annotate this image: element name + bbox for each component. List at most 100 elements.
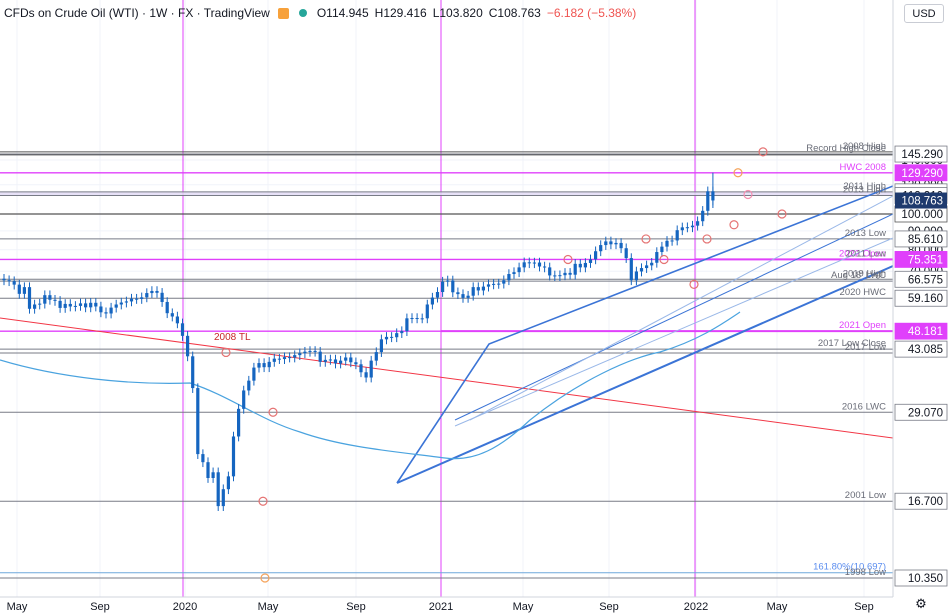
close-value: C108.763 xyxy=(488,6,541,20)
candle-body xyxy=(696,221,700,226)
settings-gear-icon[interactable]: ⚙ xyxy=(915,596,927,611)
pivot-marker xyxy=(563,254,573,265)
candles[interactable] xyxy=(2,172,715,511)
candle-body xyxy=(553,275,557,277)
level-label: 2020 HWC xyxy=(840,287,887,298)
channel-quarter xyxy=(454,237,894,427)
candle-body xyxy=(262,363,266,368)
price-badge xyxy=(894,270,948,288)
candle-body xyxy=(328,359,332,361)
candle-body xyxy=(466,295,470,298)
price-badge xyxy=(894,492,948,510)
price-badge xyxy=(894,403,948,421)
candle-body xyxy=(609,241,613,245)
channel-quarter xyxy=(469,195,894,421)
candle-body xyxy=(629,258,633,281)
price-axis: 140.000120.000100.00090.00080.00070.0001… xyxy=(892,0,948,597)
candle-body xyxy=(333,359,338,364)
candle-body xyxy=(532,262,536,264)
pivot-marker xyxy=(268,407,278,417)
currency-selector[interactable]: USD xyxy=(904,4,944,23)
symbol-title[interactable]: CFDs on Crude Oil (WTI) · 1W · FX · Trad… xyxy=(4,6,270,20)
support-resistance-levels xyxy=(0,151,893,579)
level-label: 161.80%(10.697) xyxy=(813,562,886,573)
candle-body xyxy=(486,284,491,287)
candle-body xyxy=(109,307,113,314)
candle-body xyxy=(58,300,62,308)
candle-body xyxy=(685,227,689,229)
chart-legend: CFDs on Crude Oil (WTI) · 1W · FX · Trad… xyxy=(4,3,642,23)
time-tick-label: 2022 xyxy=(684,601,708,613)
candle-body xyxy=(33,304,37,309)
candle-body xyxy=(379,339,383,353)
candle-body xyxy=(384,336,389,340)
candle-body xyxy=(237,408,241,437)
level-label: Record High Close xyxy=(806,143,886,154)
candle-body xyxy=(614,242,618,245)
moving-average xyxy=(0,311,741,460)
candle-body xyxy=(191,356,195,389)
candle-body xyxy=(344,357,348,361)
candle-body xyxy=(145,293,149,298)
candle-body xyxy=(619,242,623,249)
candle-body xyxy=(318,351,322,362)
candle-body xyxy=(206,462,210,479)
candle-body xyxy=(99,306,103,313)
level-label: 2001 Low xyxy=(845,490,886,501)
channel-lower xyxy=(396,265,894,484)
candle-body xyxy=(578,263,582,268)
candle-body xyxy=(53,299,57,301)
pivot-marker xyxy=(743,189,753,200)
candle-body xyxy=(634,271,638,281)
candle-body xyxy=(374,352,378,361)
candle-body xyxy=(308,350,312,352)
candle-body xyxy=(186,335,190,357)
trend-channel xyxy=(0,185,894,484)
candle-body xyxy=(359,364,363,373)
price-badge xyxy=(894,569,948,587)
pivot-marker xyxy=(260,573,270,583)
price-badge xyxy=(894,322,948,340)
level-label: 1998 Low xyxy=(845,567,886,578)
candle-body xyxy=(293,355,297,358)
last-price-badge xyxy=(895,192,947,209)
candle-body xyxy=(665,240,669,247)
candle-body xyxy=(73,305,77,307)
candle-body xyxy=(604,241,608,246)
candle-body xyxy=(706,191,710,211)
candle-body xyxy=(548,267,552,276)
level-label: 2017 Low Close xyxy=(818,338,886,349)
price-badge-label: 48.181 xyxy=(908,326,943,338)
candle-body xyxy=(364,372,368,378)
candle-body xyxy=(2,278,6,281)
markers xyxy=(221,147,787,583)
pivot-marker xyxy=(777,209,787,219)
candle-body xyxy=(119,302,123,305)
price-badge xyxy=(894,251,948,268)
flame-icon xyxy=(277,7,289,19)
pivot-marker xyxy=(221,347,231,358)
candle-body xyxy=(446,280,450,282)
time-tick-label: May xyxy=(767,601,788,613)
pivot-marker xyxy=(729,220,739,230)
candle-body xyxy=(129,298,134,302)
candle-body xyxy=(160,292,164,302)
candle-body xyxy=(573,263,577,275)
candle-body xyxy=(650,262,654,266)
candle-body xyxy=(425,304,429,319)
candle-body xyxy=(670,240,674,242)
candle-body xyxy=(400,331,404,334)
price-badge xyxy=(894,230,948,248)
candle-body xyxy=(124,301,128,303)
time-tick-label: Sep xyxy=(599,601,619,613)
candle-body xyxy=(27,287,32,309)
candle-body xyxy=(497,283,501,285)
price-badge xyxy=(894,289,948,307)
candle-body xyxy=(410,318,414,320)
candle-body xyxy=(252,367,256,381)
time-axis-bg xyxy=(0,597,948,615)
level-label: 2011 High xyxy=(843,181,886,192)
candle-body xyxy=(537,262,542,267)
